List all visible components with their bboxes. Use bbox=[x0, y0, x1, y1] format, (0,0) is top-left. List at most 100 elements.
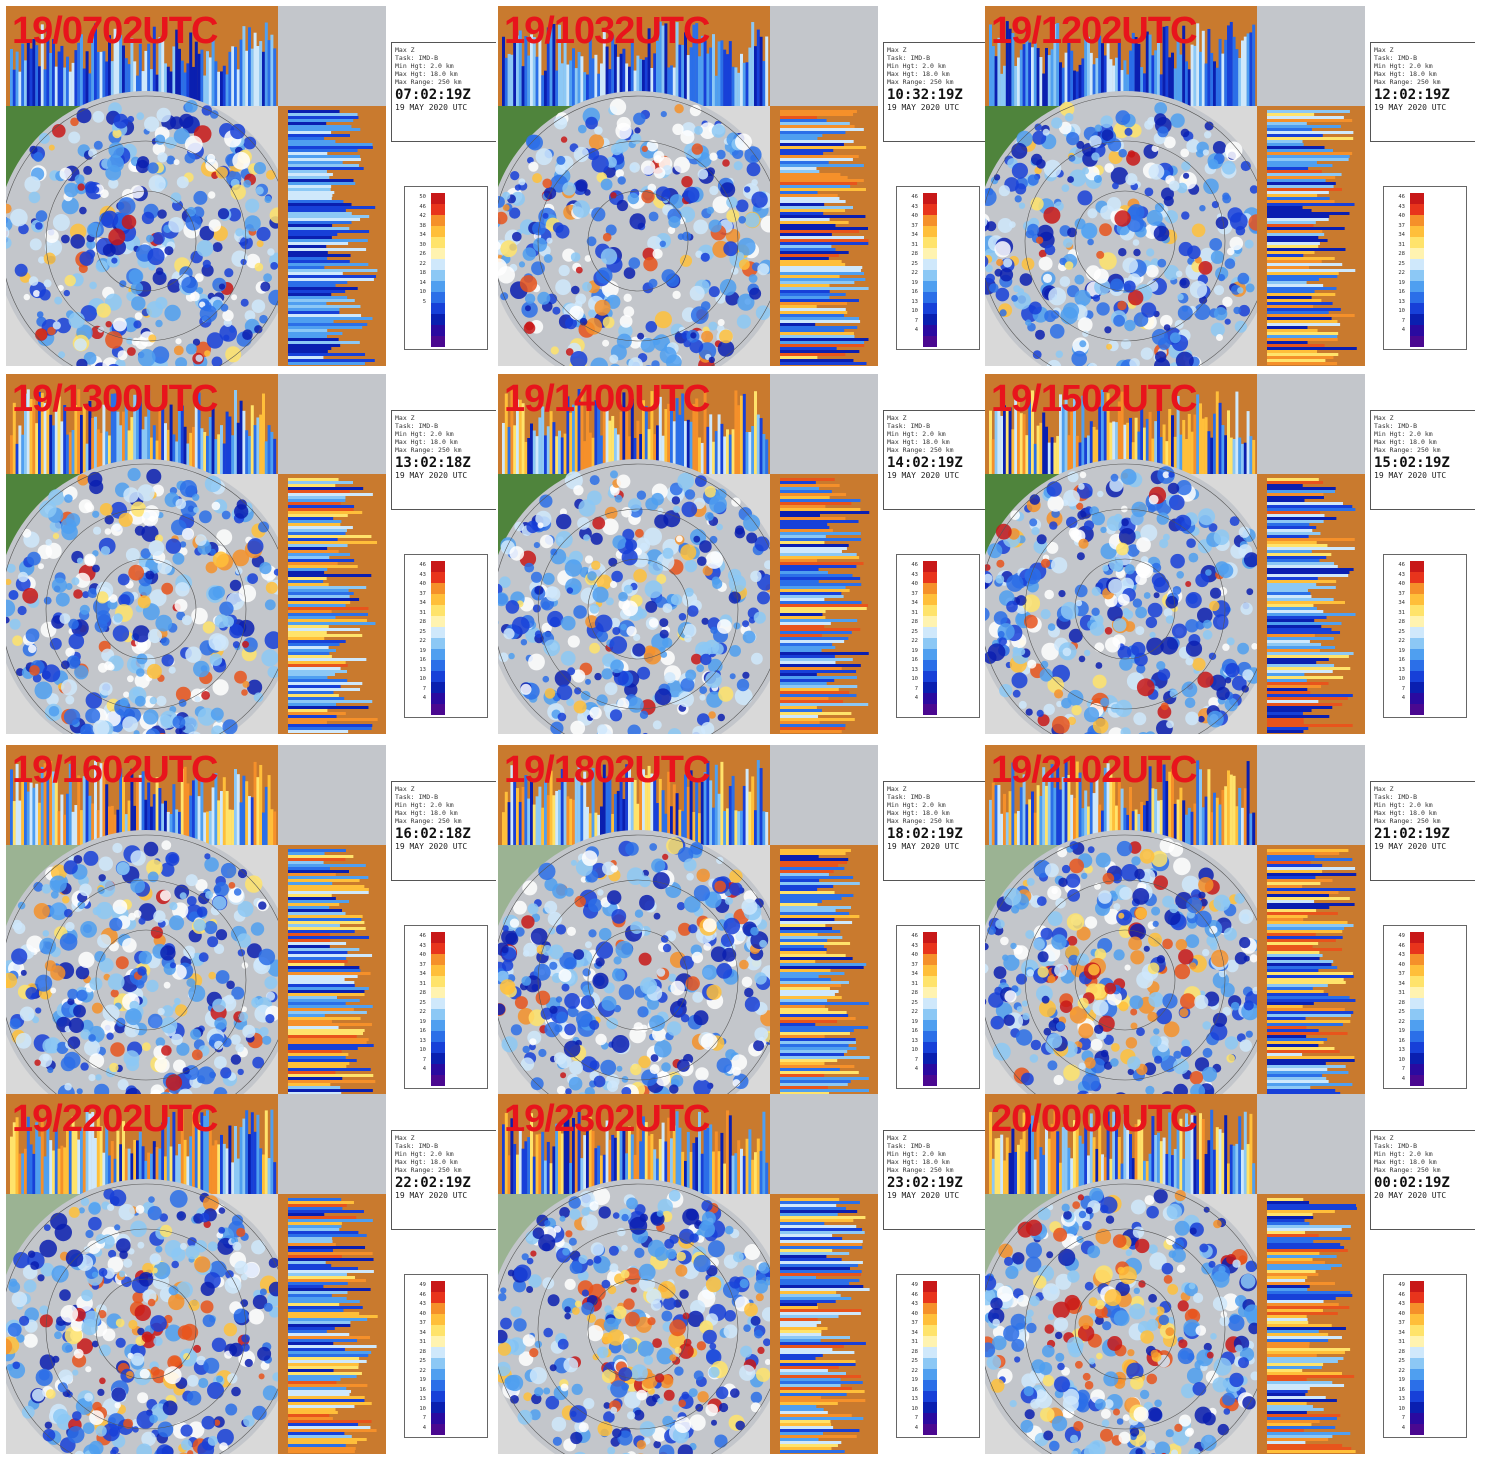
scale-value: 28 bbox=[1398, 619, 1405, 625]
scale-colorbar bbox=[431, 932, 445, 1086]
radar-info-box: Max Z Task: IMD-B Min Hgt: 2.0 km Max Hgt: … bbox=[883, 410, 988, 510]
scale-value: 40 bbox=[1398, 581, 1405, 587]
scale-value: 49 bbox=[1398, 1282, 1405, 1288]
radar-panel: 19/2102UTC Max Z Task: IMD-B Min Hgt: 2.0 k… bbox=[985, 745, 1475, 1105]
scale-value: 16 bbox=[1398, 1386, 1405, 1393]
scale-value: 37 bbox=[419, 961, 426, 968]
scale-value: 43 bbox=[911, 203, 918, 210]
scale-value: 19 bbox=[419, 647, 426, 654]
reflectivity-scale: 46 43 40 37 34 31 28 25 22 19 16 13 10 7 4 bbox=[896, 554, 980, 718]
scale-value: 31 bbox=[419, 980, 426, 987]
scale-value: 16 bbox=[1398, 1037, 1405, 1044]
reflectivity-scale: 46 43 40 37 34 31 28 25 22 19 16 13 10 7 4 bbox=[404, 925, 488, 1089]
scale-value: 13 bbox=[419, 1396, 426, 1402]
scale-value: 30 bbox=[419, 241, 426, 248]
scale-value: 4 bbox=[1401, 327, 1405, 333]
scale-value: 46 bbox=[419, 1291, 426, 1298]
scale-value: 43 bbox=[419, 1301, 426, 1307]
scale-value: 4 bbox=[914, 327, 918, 333]
info-line: Task: IMD-B bbox=[395, 1142, 439, 1150]
scale-value: 7 bbox=[1401, 317, 1405, 324]
timestamp-label: 19/1802UTC bbox=[504, 749, 710, 791]
info-line: Task: IMD-B bbox=[395, 793, 439, 801]
scale-colorbar bbox=[1410, 561, 1424, 715]
info-line: Task: IMD-B bbox=[887, 422, 931, 430]
radar-info-box: Max Z Task: IMD-B Min Hgt: 2.0 km Max Hgt: … bbox=[391, 410, 496, 510]
info-line: Max Z bbox=[887, 414, 907, 422]
scale-value: 31 bbox=[419, 609, 426, 616]
radar-info-box: Max Z Task: IMD-B Min Hgt: 2.0 km Max Hgt: … bbox=[883, 42, 988, 142]
radar-panel: 19/2202UTC Max Z Task: IMD-B Min Hgt: 2.0 k… bbox=[6, 1094, 496, 1454]
scale-value: 31 bbox=[1398, 990, 1405, 996]
scale-value: 28 bbox=[911, 619, 918, 625]
info-line: Max Hgt: 18.0 km bbox=[1374, 1158, 1437, 1166]
scale-value: 4 bbox=[1401, 1075, 1405, 1082]
scale-value: 22 bbox=[419, 260, 426, 267]
scale-value: 46 bbox=[1398, 942, 1405, 949]
scale-value: 22 bbox=[911, 1367, 918, 1374]
scale-value: 31 bbox=[911, 241, 918, 248]
scale-value: 40 bbox=[419, 952, 426, 958]
radar-info-box: Max Z Task: IMD-B Min Hgt: 2.0 km Max Hgt: … bbox=[1370, 1130, 1475, 1230]
info-line: Max Hgt: 18.0 km bbox=[395, 438, 458, 446]
scale-value: 49 bbox=[1398, 933, 1405, 939]
radar-panel: 19/0702UTC Max Z Task: IMD-B Min Hgt: 2.0 k… bbox=[6, 6, 496, 366]
info-line: Min Hgt: 2.0 km bbox=[887, 1150, 946, 1158]
info-line: Max Range: 250 km bbox=[395, 1166, 462, 1174]
info-line: Task: IMD-B bbox=[887, 54, 931, 62]
scale-value: 16 bbox=[419, 1028, 426, 1034]
scale-value: 4 bbox=[1401, 1424, 1405, 1431]
info-line: Max Range: 250 km bbox=[887, 1166, 954, 1174]
scale-value: 37 bbox=[911, 1320, 918, 1326]
scale-value: 34 bbox=[911, 232, 918, 238]
scale-value: 7 bbox=[422, 1415, 426, 1421]
scan-date: 20 MAY 2020 UTC bbox=[1374, 1191, 1447, 1200]
scale-value: 13 bbox=[911, 1037, 918, 1044]
radar-panel: 19/1502UTC Max Z Task: IMD-B Min Hgt: 2.0 k… bbox=[985, 374, 1475, 734]
info-line: Max Hgt: 18.0 km bbox=[887, 70, 950, 78]
scale-value: 46 bbox=[419, 933, 426, 939]
info-line: Min Hgt: 2.0 km bbox=[395, 1150, 454, 1158]
info-line: Min Hgt: 2.0 km bbox=[1374, 62, 1433, 70]
scale-value: 42 bbox=[419, 213, 426, 219]
scale-value: 13 bbox=[911, 298, 918, 305]
scan-date: 19 MAY 2020 UTC bbox=[395, 842, 468, 851]
scale-value: 16 bbox=[1398, 657, 1405, 663]
scale-colorbar bbox=[1410, 932, 1424, 1086]
info-line: Min Hgt: 2.0 km bbox=[395, 62, 454, 70]
scale-value: 16 bbox=[911, 289, 918, 295]
info-line: Min Hgt: 2.0 km bbox=[887, 430, 946, 438]
scale-value: 37 bbox=[419, 590, 426, 597]
scan-date: 19 MAY 2020 UTC bbox=[1374, 842, 1447, 851]
scale-value: 16 bbox=[911, 1028, 918, 1034]
timestamp-label: 20/0000UTC bbox=[991, 1098, 1197, 1140]
scale-colorbar bbox=[1410, 193, 1424, 347]
radar-image bbox=[6, 6, 386, 366]
scale-value: 13 bbox=[1398, 1047, 1405, 1053]
info-line: Max Z bbox=[395, 414, 415, 422]
scale-value: 25 bbox=[419, 628, 426, 635]
scale-value: 40 bbox=[419, 581, 426, 587]
scale-value: 10 bbox=[911, 308, 918, 314]
scan-time: 22:02:19Z bbox=[395, 1175, 471, 1191]
radar-image bbox=[6, 1094, 386, 1454]
radar-panel: 19/1032UTC Max Z Task: IMD-B Min Hgt: 2.0 k… bbox=[498, 6, 988, 366]
scale-value: 13 bbox=[1398, 1396, 1405, 1402]
scale-value: 43 bbox=[911, 942, 918, 949]
radar-image bbox=[498, 1094, 878, 1454]
info-line: Max Range: 250 km bbox=[887, 817, 954, 825]
radar-panel: 19/2302UTC Max Z Task: IMD-B Min Hgt: 2.0 k… bbox=[498, 1094, 988, 1454]
radar-image bbox=[498, 6, 878, 366]
scale-value: 10 bbox=[911, 1405, 918, 1412]
scale-value: 7 bbox=[914, 1056, 918, 1063]
scale-value: 10 bbox=[1398, 1056, 1405, 1063]
scale-value: 46 bbox=[1398, 1291, 1405, 1298]
scale-value: 43 bbox=[1398, 571, 1405, 578]
scale-value: 46 bbox=[911, 194, 918, 200]
scale-value: 46 bbox=[1398, 194, 1405, 200]
scale-value: 19 bbox=[911, 1377, 918, 1383]
info-line: Task: IMD-B bbox=[887, 1142, 931, 1150]
info-line: Min Hgt: 2.0 km bbox=[1374, 1150, 1433, 1158]
timestamp-label: 19/1032UTC bbox=[504, 10, 710, 52]
